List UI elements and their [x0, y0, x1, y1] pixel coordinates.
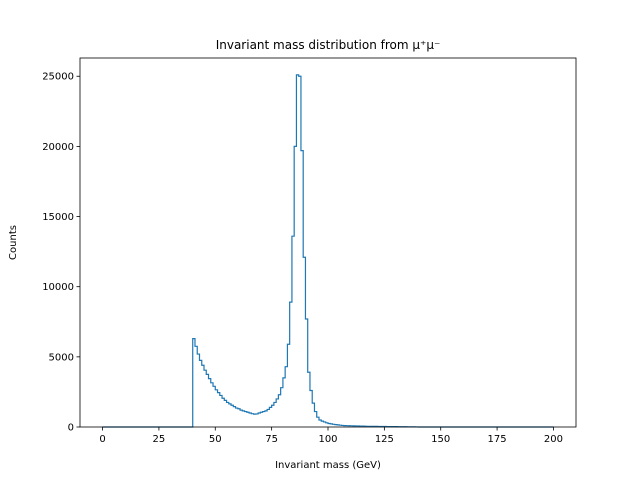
- x-tick-label: 200: [544, 434, 563, 445]
- x-axis-ticks: 0 25 50 75 100 125 150 175 200: [99, 427, 563, 445]
- x-axis-label: Invariant mass (GeV): [275, 460, 381, 471]
- y-tick-label: 20000: [42, 142, 74, 153]
- x-tick-label: 175: [488, 434, 507, 445]
- x-tick-label: 25: [153, 434, 166, 445]
- y-tick-label: 5000: [49, 352, 74, 363]
- y-axis-ticks: 0 5000 10000 15000 20000 25000: [42, 72, 80, 434]
- x-tick-label: 150: [431, 434, 450, 445]
- x-tick-label: 100: [318, 434, 337, 445]
- x-tick-label: 75: [265, 434, 278, 445]
- x-tick-label: 0: [99, 434, 105, 445]
- x-tick-label: 50: [209, 434, 222, 445]
- chart-title: Invariant mass distribution from μ⁺μ⁻: [216, 38, 441, 52]
- y-tick-label: 25000: [42, 72, 74, 83]
- y-tick-label: 15000: [42, 212, 74, 223]
- y-tick-label: 0: [68, 423, 74, 434]
- y-tick-label: 10000: [42, 282, 74, 293]
- y-axis-label: Counts: [8, 225, 19, 260]
- x-tick-label: 125: [375, 434, 394, 445]
